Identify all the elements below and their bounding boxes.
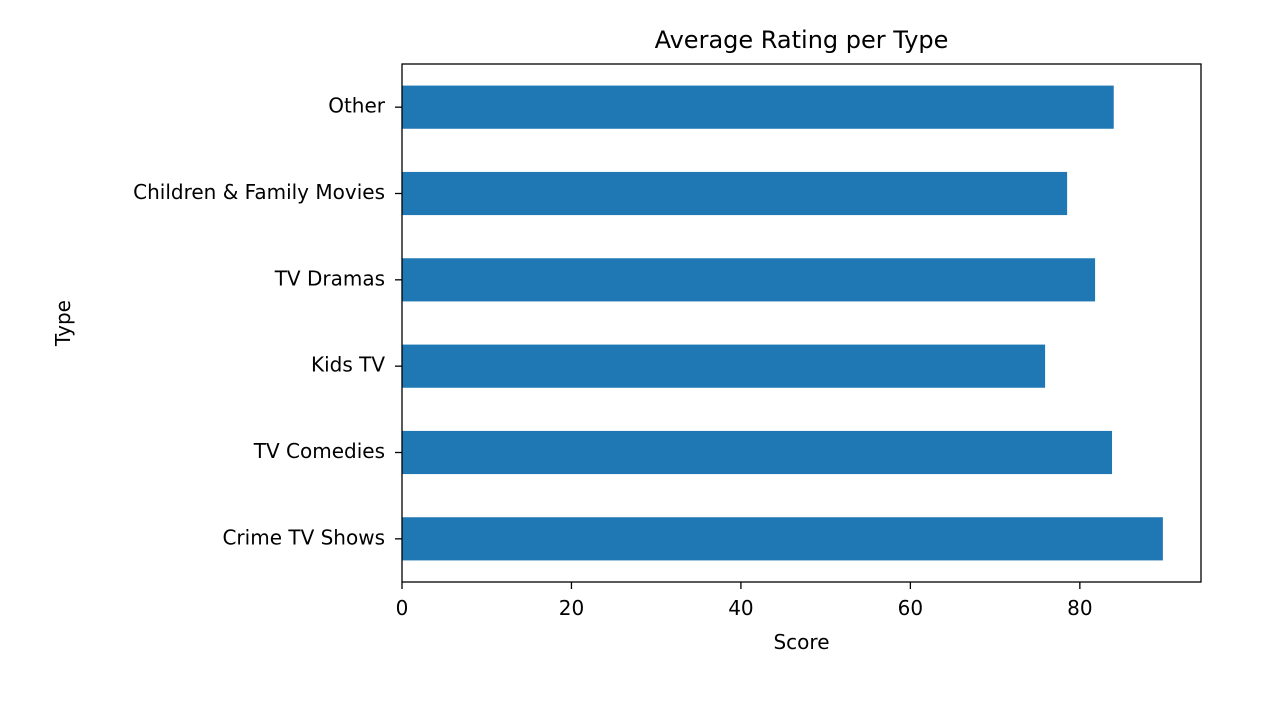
- x-tick-label: 20: [559, 596, 584, 620]
- y-tick-label: Other: [328, 94, 386, 118]
- bar-crime-tv-shows: [402, 517, 1163, 561]
- y-axis-label: Type: [51, 300, 75, 347]
- y-tick-label: Children & Family Movies: [133, 180, 385, 204]
- y-tick-label: Kids TV: [311, 353, 385, 377]
- y-ticks-group: Crime TV Shows TV Comedies Kids TV TV Drama…: [133, 94, 402, 549]
- y-tick-label: TV Dramas: [274, 266, 385, 290]
- x-tick-label: 0: [396, 596, 409, 620]
- plot-frame: [401, 63, 1202, 583]
- x-tick-label: 80: [1067, 596, 1092, 620]
- x-tick-label: 40: [728, 596, 753, 620]
- bars-group: [402, 85, 1163, 561]
- x-ticks-group: 0 20 40 60 80: [396, 582, 1093, 620]
- x-axis-label: Score: [773, 630, 829, 654]
- bar-kids-tv: [402, 344, 1046, 388]
- bar-tv-comedies: [402, 430, 1113, 475]
- bar-tv-dramas: [402, 258, 1096, 302]
- y-tick-label: Crime TV Shows: [222, 525, 385, 549]
- chart-title: Average Rating per Type: [655, 26, 949, 54]
- y-tick-label: TV Comedies: [253, 439, 385, 463]
- x-tick-label: 60: [898, 596, 923, 620]
- bar-children-and-family-movies: [402, 171, 1068, 216]
- bar-other: [402, 85, 1114, 129]
